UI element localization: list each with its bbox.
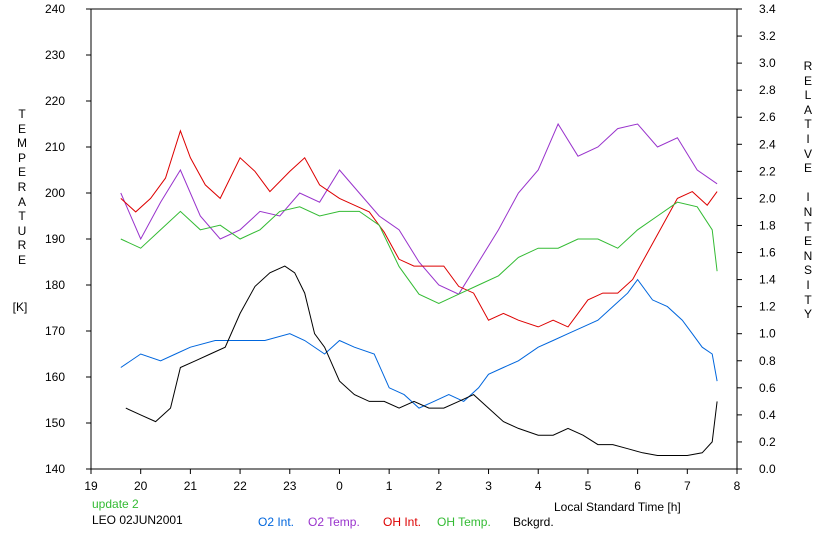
y-axis-left-unit: [K] (12, 300, 28, 314)
y-right-tick-label: 1.8 (759, 218, 776, 232)
x-tick-label: 19 (84, 479, 98, 493)
y-left-tick-label: 210 (45, 140, 65, 154)
plot-frame (90, 8, 738, 470)
x-tick-label: 5 (585, 479, 592, 493)
y-right-tick-label: 3.0 (759, 56, 776, 70)
y-right-tick-label: 2.4 (759, 137, 776, 151)
y-right-tick-label: 0.4 (759, 408, 776, 422)
series-line-o2-int (120, 278, 718, 409)
x-tick-label: 8 (734, 479, 741, 493)
series-line-oh-int (120, 129, 718, 328)
y-left-tick-label: 220 (45, 94, 65, 108)
y-right-tick-label: 0.0 (759, 462, 776, 476)
y-left-tick-label: 140 (45, 462, 65, 476)
y-right-tick-label: 3.2 (759, 29, 776, 43)
x-tick-label: 21 (184, 479, 198, 493)
station-label: LEO 02JUN2001 (92, 513, 183, 527)
series-line-o2-temp (120, 122, 718, 295)
legend-item-o2-temp: O2 Temp. (308, 515, 360, 529)
series-line-bckgrd (125, 265, 718, 456)
y-left-tick-label: 170 (45, 324, 65, 338)
y-right-tick-label: 1.4 (759, 273, 776, 287)
x-tick-label: 3 (485, 479, 492, 493)
x-tick-label: 4 (535, 479, 542, 493)
y-right-tick-label: 2.0 (759, 191, 776, 205)
x-tick-label: 7 (684, 479, 691, 493)
y-right-tick-label: 1.2 (759, 300, 776, 314)
legend-item-oh-int: OH Int. (383, 515, 422, 529)
y-right-tick-label: 2.6 (759, 110, 776, 124)
y-left-tick-label: 200 (45, 186, 65, 200)
y-left-tick-label: 230 (45, 48, 65, 62)
x-tick-label: 23 (283, 479, 297, 493)
axes-layer: 19 20 21 22 23 0 1 2 3 4 5 6 7 8240230220210200190180… (45, 2, 776, 493)
x-tick-label: 0 (336, 479, 343, 493)
y-left-tick-label: 240 (45, 2, 65, 16)
x-axis-title: Local Standard Time [h] (554, 500, 681, 514)
x-tick-label: 2 (436, 479, 443, 493)
y-right-tick-label: 2.2 (759, 164, 776, 178)
y-right-tick-label: 3.4 (759, 2, 776, 16)
series-layer (120, 122, 718, 456)
y-left-tick-label: 150 (45, 416, 65, 430)
update-label: update 2 (92, 497, 139, 511)
plot-area (90, 8, 738, 470)
x-tick-label: 20 (134, 479, 148, 493)
y-right-tick-label: 2.8 (759, 83, 776, 97)
x-tick-label: 1 (386, 479, 393, 493)
y-right-tick-label: 1.0 (759, 327, 776, 341)
x-tick-label: 22 (233, 479, 247, 493)
y-left-tick-label: 190 (45, 232, 65, 246)
y-left-tick-label: 180 (45, 278, 65, 292)
y-left-tick-label: 160 (45, 370, 65, 384)
y-right-tick-label: 1.6 (759, 246, 776, 260)
legend-item-bckgrd: Bckgrd. (513, 515, 554, 529)
legend-item-oh-temp: OH Temp. (437, 515, 491, 529)
series-line-oh-temp (120, 201, 718, 304)
y-right-tick-label: 0.8 (759, 354, 776, 368)
y-right-tick-label: 0.6 (759, 381, 776, 395)
legend-item-o2-int: O2 Int. (258, 515, 295, 529)
x-tick-label: 6 (634, 479, 641, 493)
y-right-tick-label: 0.2 (759, 435, 776, 449)
